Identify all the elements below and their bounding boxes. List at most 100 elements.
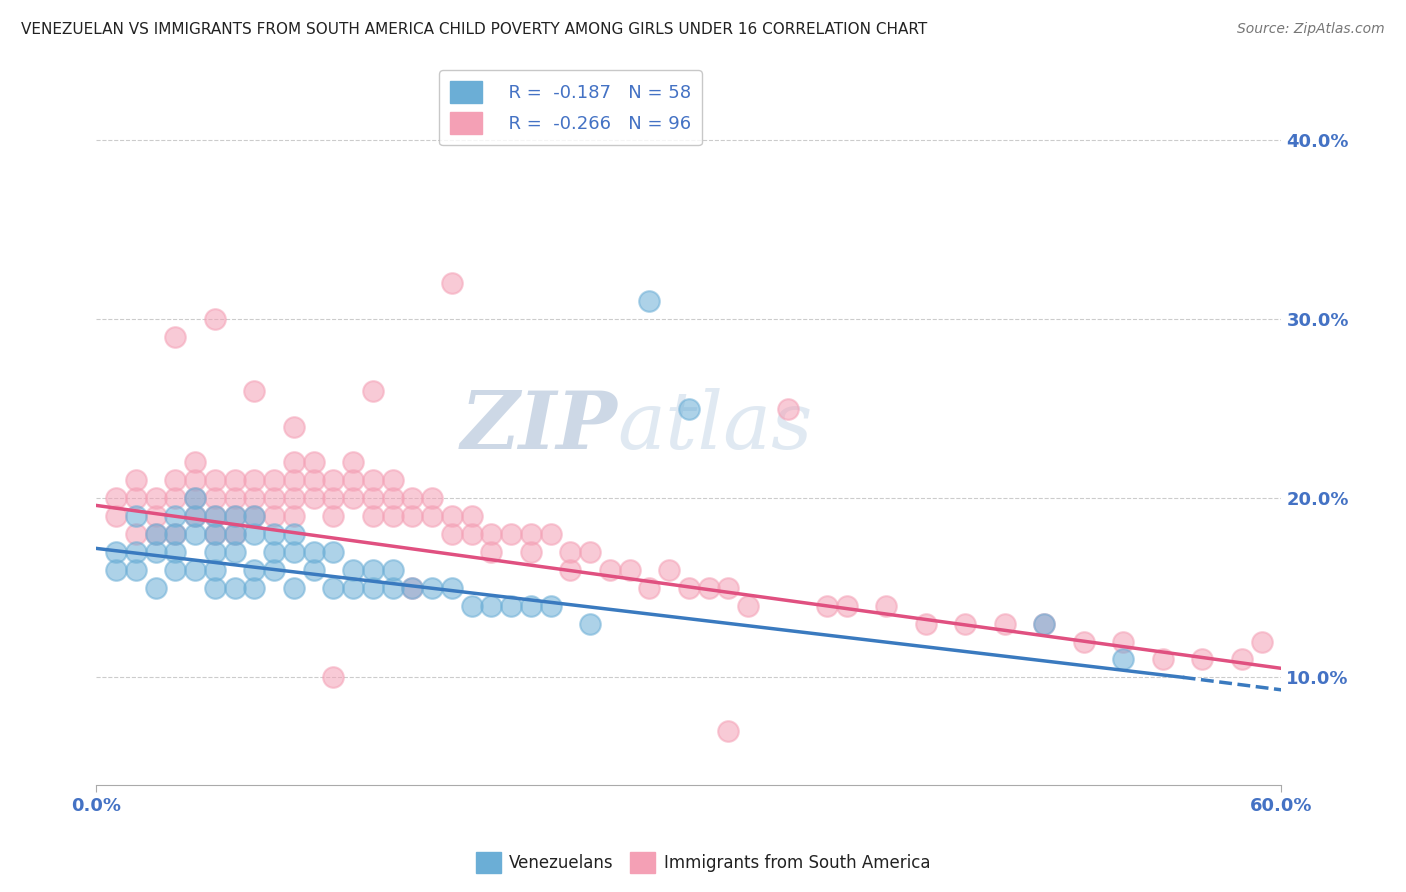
Point [815,599,838,613]
Point [125,527,148,541]
Point [520,527,543,541]
Point [540,527,562,541]
Point [381,509,404,524]
Point [499,527,522,541]
Point [263,527,285,541]
Legend: Venezuelans, Immigrants from South America: Venezuelans, Immigrants from South Ameri… [470,846,936,880]
Point [697,581,720,595]
Point [322,509,344,524]
Point [224,527,246,541]
Point [440,527,463,541]
Point [263,491,285,506]
Point [224,491,246,506]
Point [184,527,207,541]
Point [224,545,246,559]
Point [145,545,167,559]
Point [283,545,305,559]
Point [243,527,266,541]
Point [263,545,285,559]
Point [955,616,977,631]
Point [243,384,266,398]
Point [401,509,423,524]
Point [560,545,582,559]
Point [184,509,207,524]
Point [184,563,207,577]
Point [479,527,502,541]
Point [302,474,325,488]
Point [342,455,364,469]
Point [440,581,463,595]
Point [776,401,799,416]
Point [104,491,127,506]
Point [145,491,167,506]
Point [165,474,187,488]
Point [678,401,700,416]
Text: VENEZUELAN VS IMMIGRANTS FROM SOUTH AMERICA CHILD POVERTY AMONG GIRLS UNDER 16 C: VENEZUELAN VS IMMIGRANTS FROM SOUTH AMER… [21,22,928,37]
Point [678,581,700,595]
Point [420,509,443,524]
Point [283,491,305,506]
Point [184,491,207,506]
Point [619,563,641,577]
Point [125,545,148,559]
Point [165,330,187,344]
Point [361,581,384,595]
Point [440,509,463,524]
Point [283,509,305,524]
Point [401,581,423,595]
Point [717,581,740,595]
Point [165,509,187,524]
Point [994,616,1017,631]
Point [243,509,266,524]
Point [1033,616,1056,631]
Point [420,581,443,595]
Point [302,455,325,469]
Point [342,563,364,577]
Point [204,491,226,506]
Point [1230,652,1253,666]
Point [361,384,384,398]
Point [263,474,285,488]
Point [460,527,482,541]
Point [184,474,207,488]
Point [184,491,207,506]
Point [361,509,384,524]
Point [1112,652,1135,666]
Point [243,509,266,524]
Point [460,509,482,524]
Point [125,474,148,488]
Point [322,474,344,488]
Point [243,581,266,595]
Point [165,563,187,577]
Point [381,474,404,488]
Point [381,581,404,595]
Point [499,599,522,613]
Point [717,724,740,739]
Point [283,474,305,488]
Point [263,563,285,577]
Point [302,545,325,559]
Point [224,581,246,595]
Point [104,563,127,577]
Point [342,491,364,506]
Point [263,509,285,524]
Point [243,491,266,506]
Point [420,491,443,506]
Point [204,581,226,595]
Point [283,455,305,469]
Point [638,294,661,309]
Point [283,527,305,541]
Point [125,509,148,524]
Point [184,509,207,524]
Point [381,491,404,506]
Point [361,563,384,577]
Point [104,509,127,524]
Point [243,474,266,488]
Point [520,599,543,613]
Text: atlas: atlas [617,388,813,466]
Point [145,527,167,541]
Point [322,581,344,595]
Point [204,509,226,524]
Point [145,527,167,541]
Point [599,563,621,577]
